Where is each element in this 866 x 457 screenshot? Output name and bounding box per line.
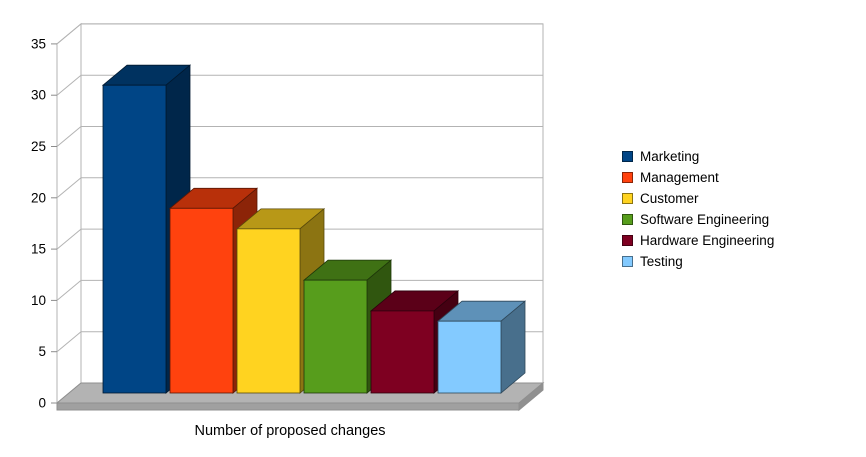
legend-label: Hardware Engineering (640, 232, 775, 248)
chart-floor-front (56, 402, 520, 411)
gridline-wall-segment (56, 331, 82, 353)
y-tick-label: 10 (31, 293, 46, 308)
legend-item: Hardware Engineering (622, 230, 774, 251)
gridline-wall-segment (56, 126, 82, 147)
legend-label: Customer (640, 190, 699, 206)
y-tick-label: 20 (31, 190, 46, 205)
legend-item: Customer (622, 188, 774, 209)
legend-item: Testing (622, 251, 774, 272)
legend-item: Marketing (622, 146, 774, 167)
legend-swatch (622, 172, 633, 183)
legend-item: Management (622, 167, 774, 188)
y-tick-label: 35 (31, 36, 46, 51)
legend: Marketing Management Customer Software Engi… (622, 146, 774, 272)
y-tick-label: 15 (31, 242, 46, 257)
bar-front-face (437, 320, 502, 394)
legend-swatch (622, 193, 633, 204)
legend-label: Management (640, 169, 719, 185)
gridline-wall-segment (56, 280, 82, 301)
bar-front-face (236, 228, 301, 394)
y-tick-label: 5 (38, 344, 46, 359)
legend-swatch (622, 214, 633, 225)
gridline-wall-segment (56, 74, 82, 96)
legend-swatch (622, 151, 633, 162)
gridline-wall-segment (56, 228, 82, 250)
y-tick-label: 0 (38, 396, 46, 411)
legend-swatch (622, 256, 633, 267)
legend-label: Software Engineering (640, 211, 770, 227)
y-tick-label: 30 (31, 88, 46, 103)
left-wall (56, 22, 82, 405)
bar-front-face (169, 207, 234, 394)
bar-front-face (370, 310, 435, 394)
y-tick-label: 25 (31, 139, 46, 154)
bar-front-face (102, 84, 167, 394)
gridline-wall-segment (56, 177, 82, 199)
bar-front-face (303, 279, 368, 394)
x-axis-title: Number of proposed changes (194, 423, 386, 439)
legend-label: Testing (640, 253, 683, 269)
legend-swatch (622, 235, 633, 246)
gridline-wall-segment (56, 23, 82, 45)
chart-floor-side (518, 381, 544, 412)
legend-label: Marketing (640, 148, 700, 164)
legend-item: Software Engineering (622, 209, 774, 230)
